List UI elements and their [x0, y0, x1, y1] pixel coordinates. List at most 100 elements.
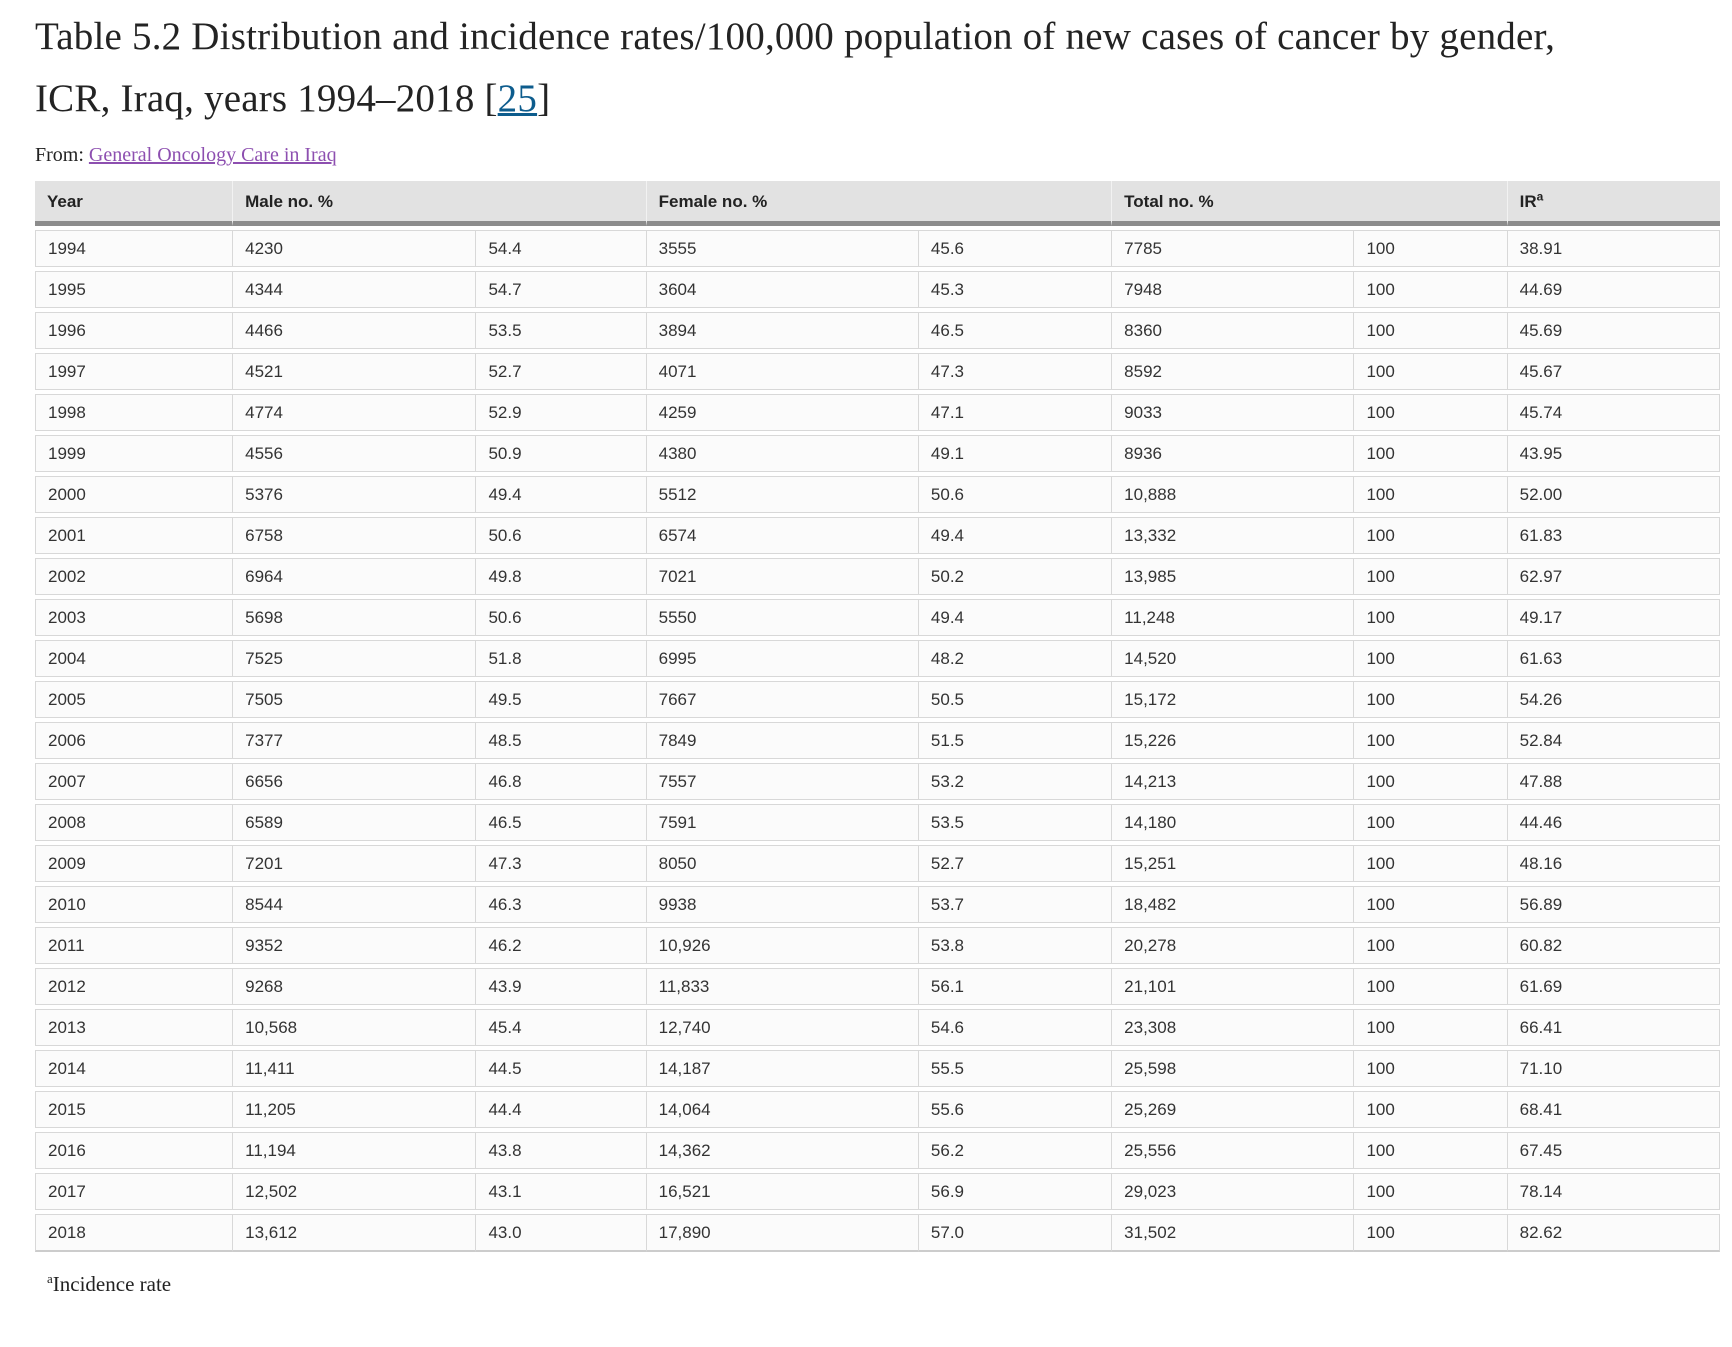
column-header-male: Male no. % — [233, 181, 647, 226]
table-cell: 49.1 — [918, 435, 1113, 472]
table-cell: 2013 — [35, 1009, 234, 1046]
table-row: 1995 4344 54.7 3604 45.3 7948 100 44.69 — [35, 271, 1720, 308]
footnote-marker: a — [47, 1271, 53, 1286]
table-cell: 100 — [1354, 353, 1508, 390]
table-cell: 43.95 — [1507, 435, 1720, 472]
table-cell: 15,226 — [1112, 722, 1355, 759]
table-cell: 38.91 — [1507, 230, 1720, 267]
table-cell: 54.6 — [918, 1009, 1113, 1046]
table-cell: 100 — [1354, 886, 1508, 923]
table-cell: 1997 — [35, 353, 234, 390]
table-cell: 21,101 — [1112, 968, 1355, 1005]
table-cell: 6995 — [646, 640, 919, 677]
table-row: 2004 7525 51.8 6995 48.2 14,520 100 61.63 — [35, 640, 1720, 677]
table-cell: 2015 — [35, 1091, 234, 1128]
table-cell: 11,248 — [1112, 599, 1355, 636]
table-cell: 51.5 — [918, 722, 1113, 759]
table-cell: 3894 — [646, 312, 919, 349]
table-cell: 2003 — [35, 599, 234, 636]
table-row: 2002 6964 49.8 7021 50.2 13,985 100 62.97 — [35, 558, 1720, 595]
table-cell: 9352 — [233, 927, 477, 964]
table-cell: 100 — [1354, 722, 1508, 759]
table-cell: 4556 — [233, 435, 477, 472]
table-cell: 11,194 — [233, 1132, 477, 1169]
table-cell: 44.69 — [1507, 271, 1720, 308]
column-header-female: Female no. % — [646, 181, 1113, 226]
table-row: 2005 7505 49.5 7667 50.5 15,172 100 54.26 — [35, 681, 1720, 718]
table-cell: 100 — [1354, 927, 1508, 964]
table-cell: 4071 — [646, 353, 919, 390]
table-cell: 2009 — [35, 845, 234, 882]
table-cell: 1995 — [35, 271, 234, 308]
table-cell: 100 — [1354, 476, 1508, 513]
table-cell: 61.83 — [1507, 517, 1720, 554]
table-cell: 1999 — [35, 435, 234, 472]
table-cell: 55.6 — [918, 1091, 1113, 1128]
table-cell: 100 — [1354, 394, 1508, 431]
table-cell: 56.89 — [1507, 886, 1720, 923]
table-cell: 67.45 — [1507, 1132, 1720, 1169]
table-cell: 2002 — [35, 558, 234, 595]
table-cell: 14,064 — [646, 1091, 919, 1128]
source-link[interactable]: General Oncology Care in Iraq — [88, 144, 337, 166]
table-row: 2008 6589 46.5 7591 53.5 14,180 100 44.46 — [35, 804, 1720, 841]
table-cell: 50.5 — [918, 681, 1113, 718]
table-cell: 2010 — [35, 886, 234, 923]
table-cell: 14,213 — [1112, 763, 1355, 800]
table-cell: 1994 — [35, 230, 234, 267]
table-cell: 1998 — [35, 394, 234, 431]
table-cell: 8592 — [1112, 353, 1355, 390]
table-cell: 53.8 — [918, 927, 1113, 964]
table-cell: 45.67 — [1507, 353, 1720, 390]
table-cell: 5512 — [646, 476, 919, 513]
table-cell: 23,308 — [1112, 1009, 1355, 1046]
table-cell: 43.8 — [476, 1132, 647, 1169]
table-cell: 8360 — [1112, 312, 1355, 349]
table-cell: 9938 — [646, 886, 919, 923]
table-row: 2001 6758 50.6 6574 49.4 13,332 100 61.83 — [35, 517, 1720, 554]
table-cell: 100 — [1354, 1009, 1508, 1046]
table-cell: 50.6 — [476, 599, 647, 636]
table-cell: 15,251 — [1112, 845, 1355, 882]
table-cell: 47.3 — [476, 845, 647, 882]
table-cell: 100 — [1354, 271, 1508, 308]
table-cell: 53.5 — [476, 312, 647, 349]
table-row: 2018 13,612 43.0 17,890 57.0 31,502 100 82.62 — [35, 1214, 1720, 1252]
table-cell: 2001 — [35, 517, 234, 554]
table-cell: 10,926 — [646, 927, 919, 964]
table-cell: 14,187 — [646, 1050, 919, 1087]
table-cell: 2012 — [35, 968, 234, 1005]
table-cell: 52.7 — [918, 845, 1113, 882]
table-cell: 6758 — [233, 517, 477, 554]
table-cell: 62.97 — [1507, 558, 1720, 595]
table-row: 2012 9268 43.9 11,833 56.1 21,101 100 61.69 — [35, 968, 1720, 1005]
citation-link[interactable]: 25 — [497, 77, 538, 120]
table-cell: 7525 — [233, 640, 477, 677]
table-cell: 68.41 — [1507, 1091, 1720, 1128]
table-cell: 50.9 — [476, 435, 647, 472]
page-title: Table 5.2 Distribution and incidence rat… — [35, 6, 1595, 130]
table-cell: 57.0 — [918, 1214, 1113, 1252]
table-cell: 14,362 — [646, 1132, 919, 1169]
table-row: 2009 7201 47.3 8050 52.7 15,251 100 48.16 — [35, 845, 1720, 882]
table-cell: 2006 — [35, 722, 234, 759]
table-cell: 46.5 — [918, 312, 1113, 349]
table-cell: 49.8 — [476, 558, 647, 595]
table-cell: 100 — [1354, 1214, 1508, 1252]
table-row: 2015 11,205 44.4 14,064 55.6 25,269 100 68.41 — [35, 1091, 1720, 1128]
table-cell: 5698 — [233, 599, 477, 636]
table-footnote: aIncidence rate — [47, 1272, 1720, 1297]
table-cell: 46.3 — [476, 886, 647, 923]
table-cell: 2014 — [35, 1050, 234, 1087]
table-cell: 8936 — [1112, 435, 1355, 472]
table-cell: 53.5 — [918, 804, 1113, 841]
table-row: 2006 7377 48.5 7849 51.5 15,226 100 52.84 — [35, 722, 1720, 759]
table-cell: 7557 — [646, 763, 919, 800]
table-cell: 4521 — [233, 353, 477, 390]
table-cell: 44.46 — [1507, 804, 1720, 841]
table-cell: 100 — [1354, 681, 1508, 718]
table-cell: 11,833 — [646, 968, 919, 1005]
table-cell: 45.4 — [476, 1009, 647, 1046]
table-row: 1998 4774 52.9 4259 47.1 9033 100 45.74 — [35, 394, 1720, 431]
source-line: From: General Oncology Care in Iraq — [35, 144, 1720, 167]
